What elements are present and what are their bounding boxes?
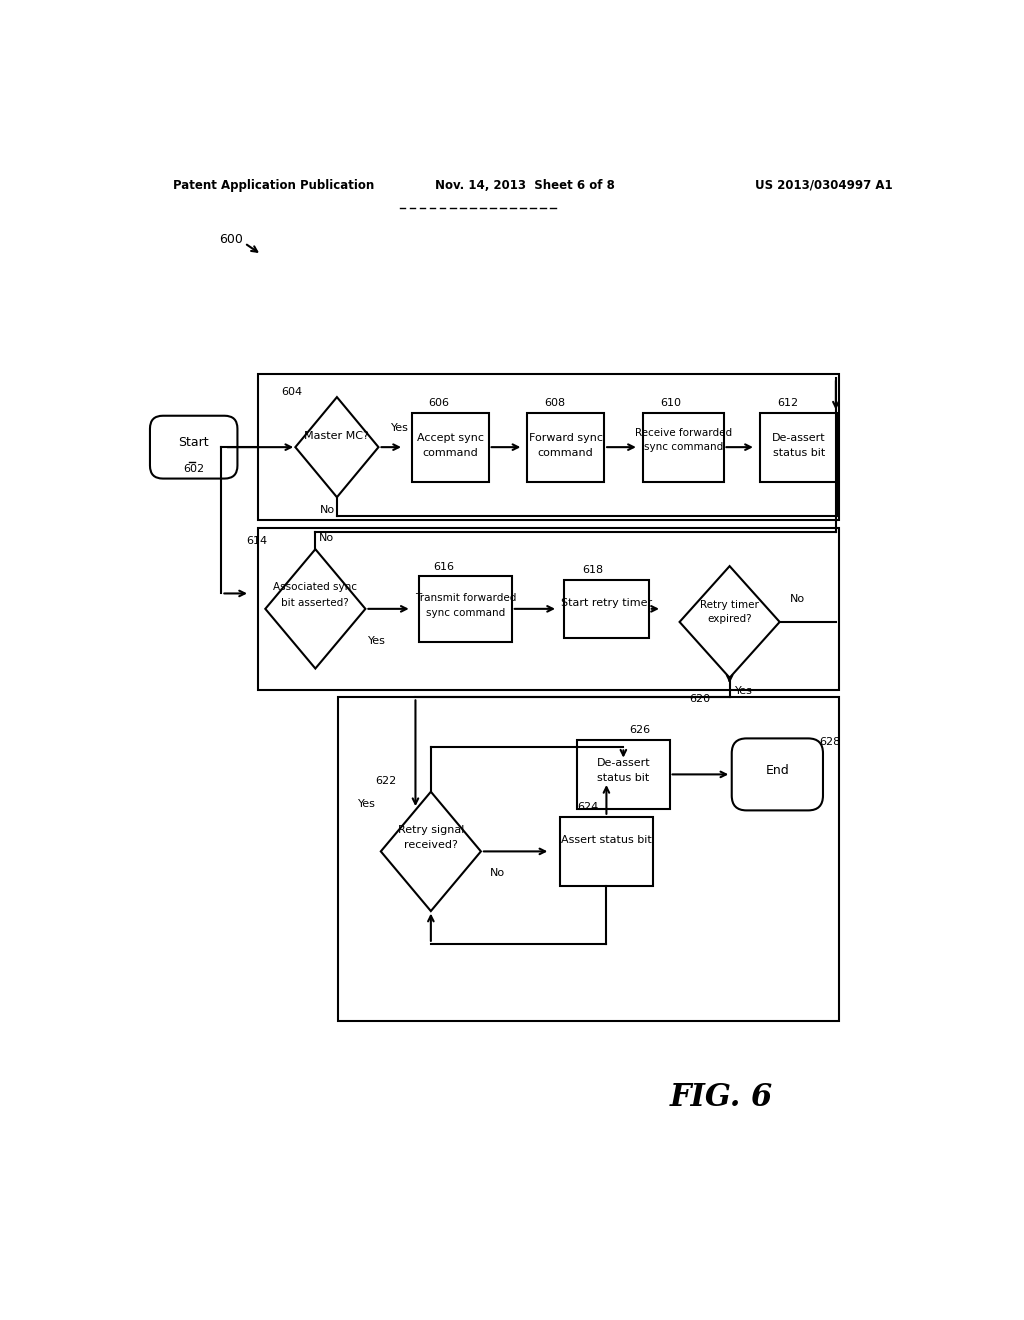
Text: Master MC?: Master MC? [304,430,370,441]
FancyBboxPatch shape [761,412,838,482]
Text: Forward sync: Forward sync [528,433,602,444]
Text: 622: 622 [376,776,396,785]
Text: Transmit forwarded: Transmit forwarded [415,593,516,603]
Text: Retry signal: Retry signal [397,825,464,834]
Text: Yes: Yes [734,686,753,696]
FancyBboxPatch shape [419,576,512,642]
Text: Nov. 14, 2013  Sheet 6 of 8: Nov. 14, 2013 Sheet 6 of 8 [435,178,614,191]
Text: bit asserted?: bit asserted? [282,598,349,607]
Text: command: command [538,449,594,458]
Text: 614: 614 [246,536,267,546]
Text: De-assert: De-assert [772,433,825,444]
Text: Yes: Yes [368,636,386,647]
Text: 600: 600 [219,232,243,246]
Text: Associated sync: Associated sync [273,582,357,593]
Text: Receive forwarded: Receive forwarded [635,428,732,438]
FancyBboxPatch shape [412,412,488,482]
Text: US 2013/0304997 A1: US 2013/0304997 A1 [756,178,893,191]
Text: 626: 626 [630,725,650,735]
Text: Retry timer: Retry timer [700,601,759,610]
FancyBboxPatch shape [643,412,724,482]
Text: 616: 616 [433,562,455,573]
Text: No: No [790,594,805,603]
Text: Start: Start [178,436,209,449]
FancyBboxPatch shape [578,739,670,809]
Text: Start retry timer: Start retry timer [561,598,652,607]
FancyBboxPatch shape [560,817,652,886]
Polygon shape [295,397,379,498]
Polygon shape [381,792,481,911]
FancyBboxPatch shape [258,374,839,520]
Text: Accept sync: Accept sync [417,433,483,444]
Text: 602: 602 [183,463,204,474]
Polygon shape [265,549,366,668]
Text: expired?: expired? [708,614,752,624]
Text: Yes: Yes [391,422,409,433]
FancyBboxPatch shape [339,697,839,1020]
FancyBboxPatch shape [564,579,649,638]
Text: 608: 608 [544,399,565,408]
FancyBboxPatch shape [258,528,839,689]
Text: FIG. 6: FIG. 6 [670,1082,773,1113]
Text: 620: 620 [689,694,711,704]
Text: Yes: Yes [357,799,376,809]
Text: End: End [766,764,790,777]
Polygon shape [680,566,779,677]
Text: No: No [319,533,335,543]
Text: De-assert: De-assert [597,758,650,768]
Text: status bit: status bit [773,449,825,458]
FancyBboxPatch shape [732,738,823,810]
Text: 612: 612 [777,399,799,408]
Text: 628: 628 [819,737,841,747]
Text: 610: 610 [660,399,681,408]
FancyBboxPatch shape [527,412,604,482]
Text: No: No [489,869,505,878]
Text: No: No [321,506,335,515]
Text: 624: 624 [578,801,598,812]
Text: 604: 604 [282,387,303,397]
Text: 606: 606 [429,399,450,408]
Text: 618: 618 [582,565,603,576]
Text: Assert status bit: Assert status bit [561,834,652,845]
Text: sync command: sync command [426,609,505,619]
Text: Patent Application Publication: Patent Application Publication [173,178,374,191]
Text: status bit: status bit [597,774,649,783]
FancyBboxPatch shape [150,416,238,479]
Text: command: command [422,449,478,458]
Text: sync command: sync command [644,442,723,453]
Text: received?: received? [403,841,458,850]
